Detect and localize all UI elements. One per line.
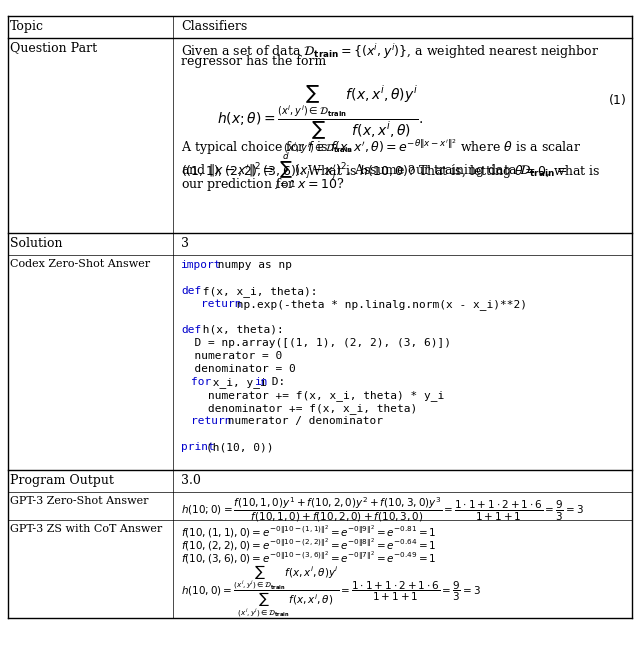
Text: denominator = 0: denominator = 0 [181, 364, 296, 374]
Text: GPT-3 ZS with CoT Answer: GPT-3 ZS with CoT Answer [10, 524, 163, 534]
Text: $(1)$: $(1)$ [607, 92, 627, 107]
Text: $f(10,(1,1),0) = e^{-0\|10-(1,1)\|^2} = e^{-0\|9\|^2} = e^{-0.81} = 1$: $f(10,(1,1),0) = e^{-0\|10-(1,1)\|^2} = … [181, 524, 436, 540]
Text: $f(10,(3,6),0) = e^{-0\|10-(3,6)\|^2} = e^{-0\|7\|^2} = e^{-0.49} = 1$: $f(10,(3,6),0) = e^{-0\|10-(3,6)\|^2} = … [181, 550, 436, 566]
Text: Classifiers: Classifiers [181, 20, 247, 33]
Text: print: print [181, 442, 215, 452]
Text: $h(x;\theta) = \dfrac{\sum_{(x^i,y^i)\in\mathcal{D}_\mathbf{train}} f(x, x^i, \t: $h(x;\theta) = \dfrac{\sum_{(x^i,y^i)\in… [217, 84, 423, 156]
Text: and $\|x - x'\|^2 = \sum_{j=1}^d (x_j - x_j')^2$. Assume our training data $\mat: and $\|x - x'\|^2 = \sum_{j=1}^d (x_j - … [181, 150, 568, 192]
Text: in: in [255, 377, 269, 387]
Text: D:: D: [265, 377, 285, 387]
Text: import: import [181, 260, 221, 270]
Text: numerator += f(x, x_i, theta) * y_i: numerator += f(x, x_i, theta) * y_i [181, 390, 444, 401]
Text: h(x, theta):: h(x, theta): [196, 325, 284, 335]
Text: def: def [181, 286, 201, 296]
Text: $h(10;0) = \dfrac{f(10,1,0)y^1+f(10,2,0)y^2+f(10,3,0)y^3}{f(10,1,0)+f(10,2,0)+f(: $h(10;0) = \dfrac{f(10,1,0)y^1+f(10,2,0)… [181, 496, 584, 524]
Text: def: def [181, 325, 201, 335]
Text: Topic: Topic [10, 20, 44, 33]
Text: A typical choice for $f$ is $f(x, x', \theta) = e^{-\theta\|x-x'\|^2}$ where $\t: A typical choice for $f$ is $f(x, x', \t… [181, 137, 581, 157]
Text: numerator = 0: numerator = 0 [181, 351, 282, 361]
Text: $h(10,0) = \dfrac{\sum_{(x^i,y^i)\in\mathcal{D}_\mathbf{train}} f(x,x^i,\theta)y: $h(10,0) = \dfrac{\sum_{(x^i,y^i)\in\mat… [181, 563, 481, 619]
Text: Program Output: Program Output [10, 474, 114, 487]
Text: (h(10, 0)): (h(10, 0)) [205, 442, 273, 452]
Text: x_i, y_i: x_i, y_i [205, 377, 273, 388]
Text: np.exp(-theta * np.linalg.norm(x - x_i)**2): np.exp(-theta * np.linalg.norm(x - x_i)*… [230, 299, 527, 310]
Text: f(x, x_i, theta):: f(x, x_i, theta): [196, 286, 317, 297]
Text: for: for [191, 377, 211, 387]
Text: Given a set of data $\mathcal{D}_\mathbf{train} = \{(x^i, y^i)\}$, a weighted ne: Given a set of data $\mathcal{D}_\mathbf… [181, 42, 599, 61]
Text: our prediction for $x = 10$?: our prediction for $x = 10$? [181, 176, 344, 193]
Text: Codex Zero-Shot Answer: Codex Zero-Shot Answer [10, 259, 150, 269]
Text: GPT-3 Zero-Shot Answer: GPT-3 Zero-Shot Answer [10, 496, 148, 506]
Text: $((1,1),(2,2),(3,6))$. What is $h(10,0)$? That is, letting $\theta = 0$, what is: $((1,1),(2,2),(3,6))$. What is $h(10,0)$… [181, 163, 600, 180]
Text: denominator += f(x, x_i, theta): denominator += f(x, x_i, theta) [181, 403, 417, 414]
Text: $f(10,(2,2),0) = e^{-0\|10-(2,2)\|^2} = e^{-0\|8\|^2} = e^{-0.64} = 1$: $f(10,(2,2),0) = e^{-0\|10-(2,2)\|^2} = … [181, 537, 436, 553]
Text: Solution: Solution [10, 237, 63, 250]
Text: return: return [191, 416, 232, 426]
Text: D = np.array([(1, 1), (2, 2), (3, 6)]): D = np.array([(1, 1), (2, 2), (3, 6)]) [181, 338, 451, 348]
Text: regressor has the form: regressor has the form [181, 55, 326, 68]
Text: 3.0: 3.0 [181, 474, 201, 487]
Text: numerator / denominator: numerator / denominator [221, 416, 383, 426]
Text: return: return [201, 299, 241, 309]
Text: numpy as np: numpy as np [211, 260, 292, 270]
Text: 3: 3 [181, 237, 189, 250]
Text: Question Part: Question Part [10, 41, 97, 54]
